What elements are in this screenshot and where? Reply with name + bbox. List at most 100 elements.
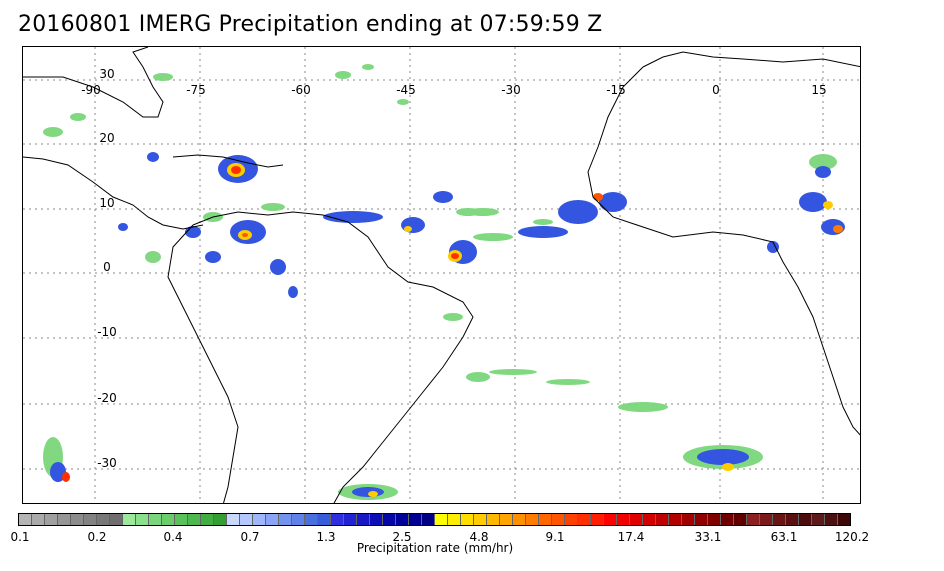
colorbar-swatch [32,514,45,525]
colorbar-swatch [604,514,617,525]
colorbar-swatch [292,514,305,525]
colorbar-swatch [565,514,578,525]
colorbar-swatch [513,514,526,525]
colorbar-tick-label: 0.2 [87,530,107,544]
colorbar-swatch [656,514,669,525]
colorbar-swatch [838,514,850,525]
colorbar-swatch [188,514,201,525]
longitude-label: -75 [186,83,206,97]
colorbar-swatch [422,514,435,525]
longitude-label: -90 [81,83,101,97]
latitude-label: -20 [97,391,117,405]
colorbar-swatch [630,514,643,525]
colorbar-swatch [747,514,760,525]
colorbar-swatch [734,514,747,525]
colorbar-swatch [279,514,292,525]
colorbar-tick-label: 0.4 [163,530,183,544]
precipitation-map: -90 -75 -60 -45 -30 -15 0 15 30 20 10 0 -10 -20 -30 [23,47,860,503]
colorbar-tick-label: 120.2 [834,530,870,544]
latitude-label: 20 [99,131,114,145]
colorbar-swatch [19,514,32,525]
graticule [23,47,860,503]
colorbar-swatch [71,514,84,525]
colorbar-tick-labels: 0.1 0.2 0.4 0.7 1.3 2.5 4.8 9.1 17.4 33.1 63.1 120.… [0,530,944,546]
colorbar-swatch [227,514,240,525]
colorbar-swatch [799,514,812,525]
longitude-labels: -90 -75 -60 -45 -30 -15 0 15 [81,83,826,97]
colorbar-tick-label: 33.1 [694,530,722,544]
colorbar-tick-label: 1.3 [316,530,336,544]
longitude-label: 15 [811,83,826,97]
colorbar-tick-label: 0.7 [240,530,260,544]
colorbar-swatch [383,514,396,525]
longitude-label: 0 [712,83,720,97]
latitude-label: 30 [99,67,114,81]
colorbar-swatch [643,514,656,525]
longitude-label: -30 [501,83,521,97]
colorbar-swatch [526,514,539,525]
colorbar-swatch [786,514,799,525]
colorbar-swatch [500,514,513,525]
longitude-label: -15 [606,83,626,97]
colorbar-swatch [214,514,227,525]
colorbar-swatch [45,514,58,525]
colorbar-swatch [695,514,708,525]
colorbar-tick-label: 4.8 [469,530,489,544]
colorbar-swatch [149,514,162,525]
colorbar-swatch [708,514,721,525]
colorbar-swatch [474,514,487,525]
colorbar-swatch [682,514,695,525]
colorbar-swatch [162,514,175,525]
colorbar-swatch [357,514,370,525]
colorbar-swatch [409,514,422,525]
colorbar-swatch [591,514,604,525]
colorbar-swatch [825,514,838,525]
map-panel: -90 -75 -60 -45 -30 -15 0 15 30 20 10 0 -10 -20 -30 [22,46,861,504]
colorbar-swatch [461,514,474,525]
colorbar-swatch [552,514,565,525]
latitude-label: -10 [97,325,117,339]
longitude-label: -45 [396,83,416,97]
page-title: 20160801 IMERG Precipitation ending at 0… [18,12,603,37]
colorbar-swatch [617,514,630,525]
colorbar-swatch [487,514,500,525]
colorbar-swatch [331,514,344,525]
coastlines [23,47,860,503]
colorbar-swatch [760,514,773,525]
colorbar-swatch [201,514,214,525]
longitude-label: -60 [291,83,311,97]
colorbar-tick-label: 63.1 [770,530,798,544]
colorbar-tick-label: 17.4 [617,530,645,544]
latitude-label: -30 [97,456,117,470]
colorbar-swatch [344,514,357,525]
colorbar-swatch [123,514,136,525]
colorbar-swatch [539,514,552,525]
latitude-label: 0 [103,260,111,274]
colorbar-swatch [110,514,123,525]
latitude-label: 10 [99,196,114,210]
precipitation-overlay [43,64,845,500]
colorbar-swatch [318,514,331,525]
colorbar-tick-label: 9.1 [545,530,565,544]
colorbar-swatch [266,514,279,525]
colorbar-swatch [370,514,383,525]
colorbar [18,513,851,526]
colorbar-swatch [136,514,149,525]
colorbar-swatch [721,514,734,525]
colorbar-swatch [97,514,110,525]
latitude-labels: 30 20 10 0 -10 -20 -30 [97,67,117,470]
colorbar-swatch [578,514,591,525]
colorbar-tick-label: 0.1 [10,530,30,544]
colorbar-swatch [812,514,825,525]
colorbar-swatch [58,514,71,525]
colorbar-label: Precipitation rate (mm/hr) [356,541,514,555]
colorbar-swatch [669,514,682,525]
colorbar-tick-label: 2.5 [392,530,412,544]
colorbar-swatch [396,514,409,525]
colorbar-swatch [773,514,786,525]
colorbar-swatch [448,514,461,525]
colorbar-swatch [175,514,188,525]
colorbar-swatch [435,514,448,525]
colorbar-swatch [240,514,253,525]
colorbar-swatch [84,514,97,525]
